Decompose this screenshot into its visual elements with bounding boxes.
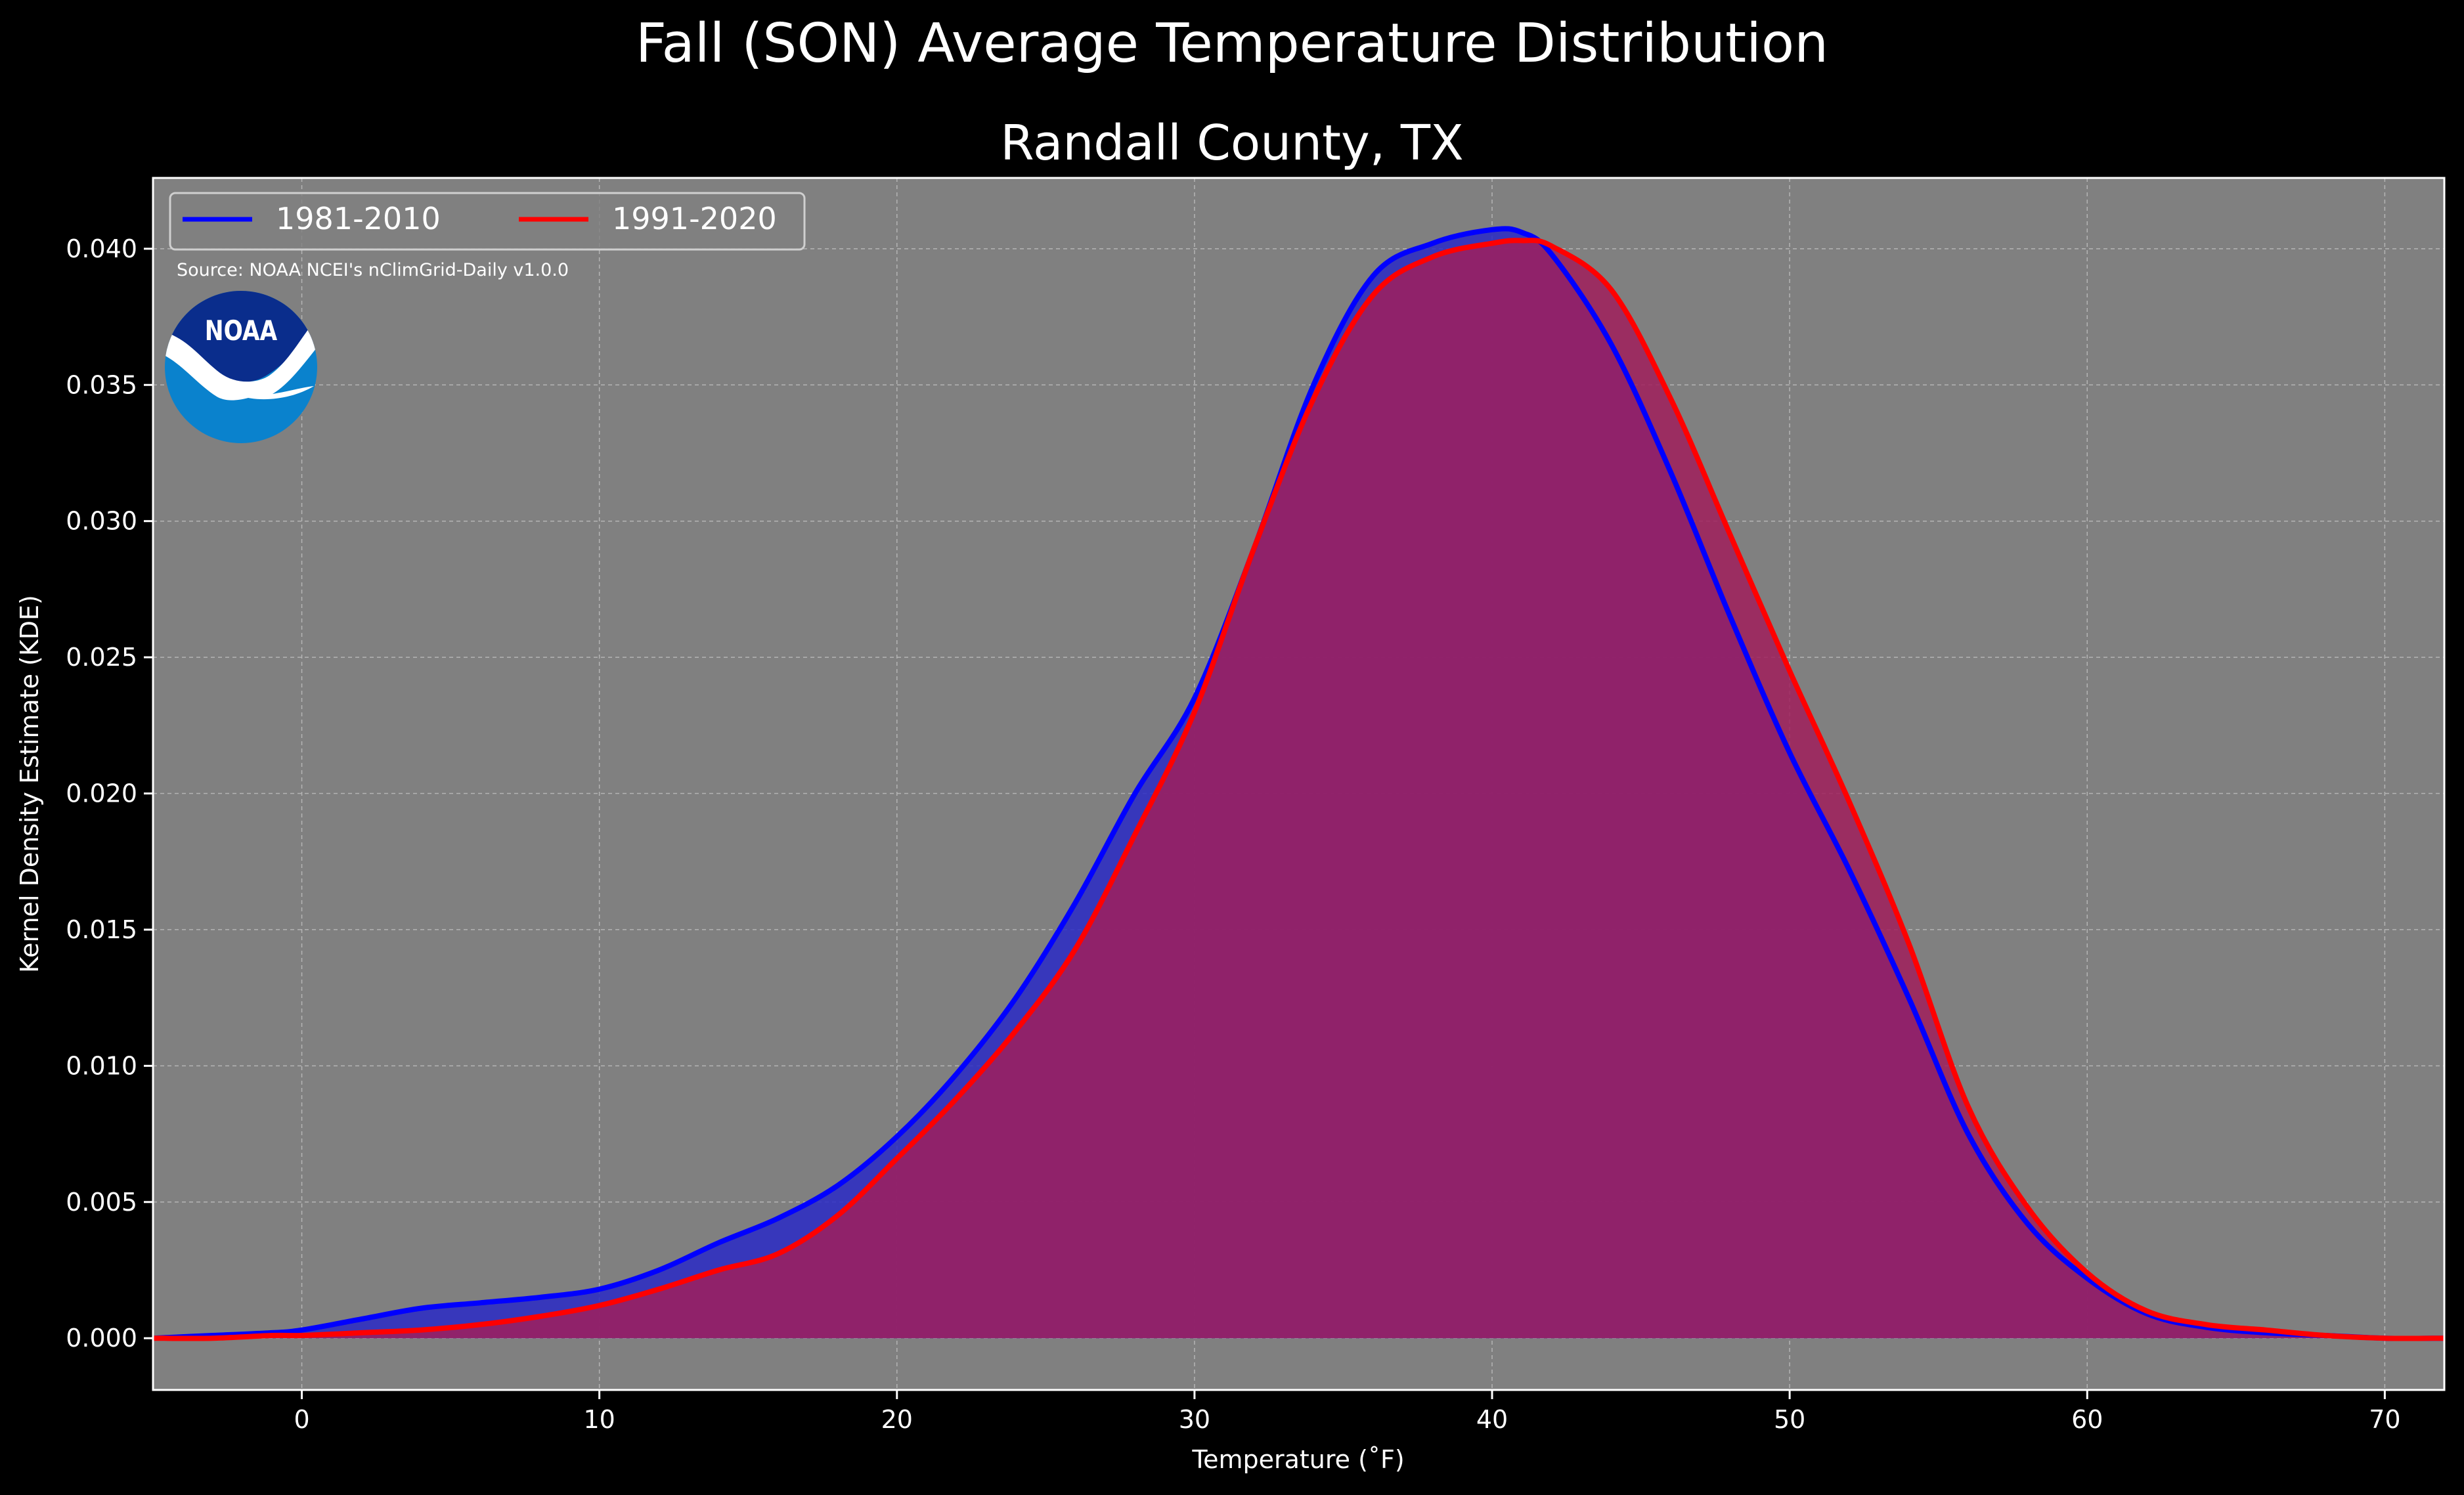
y-axis-label: Kernel Density Estimate (KDE) [15, 595, 44, 973]
legend-frame [169, 192, 806, 251]
x-tick-label: 60 [2071, 1405, 2103, 1434]
legend: 1981-2010 1991-2020 [169, 192, 806, 251]
x-tick-label: 0 [294, 1405, 309, 1434]
plot-frame [152, 177, 2446, 1391]
y-tick-label: 0.020 [66, 779, 137, 808]
x-tick-label: 10 [583, 1405, 615, 1434]
y-tick-label: 0.005 [66, 1188, 137, 1217]
x-tick-label: 70 [2369, 1405, 2400, 1434]
area-fill-1991-2020 [153, 240, 2444, 1339]
y-axis-ticks: 0.000 0.005 0.010 0.015 0.020 0.025 0.030 0.035… [66, 234, 153, 1353]
y-tick-label: 0.010 [66, 1051, 137, 1080]
series-lines [152, 226, 2445, 1341]
y-tick-label: 0.030 [66, 507, 137, 536]
series-line-1991-2020 [152, 238, 2445, 1341]
y-tick-label: 0.035 [66, 370, 137, 399]
x-axis-label: Temperature (˚F) [1191, 1445, 1404, 1474]
y-tick-label: 0.025 [66, 643, 137, 672]
x-axis-ticks: 0 10 20 30 40 50 60 70 [294, 1390, 2401, 1434]
y-tick-label: 0.040 [66, 234, 137, 263]
chart-subtitle: Randall County, TX [1000, 115, 1464, 171]
legend-label-1981-2010: 1981-2010 [276, 201, 441, 236]
x-tick-label: 30 [1179, 1405, 1210, 1434]
gull-icon [165, 322, 317, 401]
x-tick-label: 20 [881, 1405, 913, 1434]
source-note: Source: NOAA NCEI's nClimGrid-Daily v1.0… [177, 260, 569, 280]
noaa-logo-text: NOAA [205, 315, 278, 347]
x-tick-label: 40 [1476, 1405, 1508, 1434]
legend-label-1991-2020: 1991-2020 [612, 201, 777, 236]
area-fills [153, 228, 2444, 1339]
y-tick-label: 0.000 [66, 1324, 137, 1353]
y-tick-label: 0.015 [66, 915, 137, 944]
series-line-1981-2010 [152, 226, 2445, 1341]
chart-title: Fall (SON) Average Temperature Distribut… [635, 12, 1829, 75]
x-tick-label: 50 [1774, 1405, 1805, 1434]
